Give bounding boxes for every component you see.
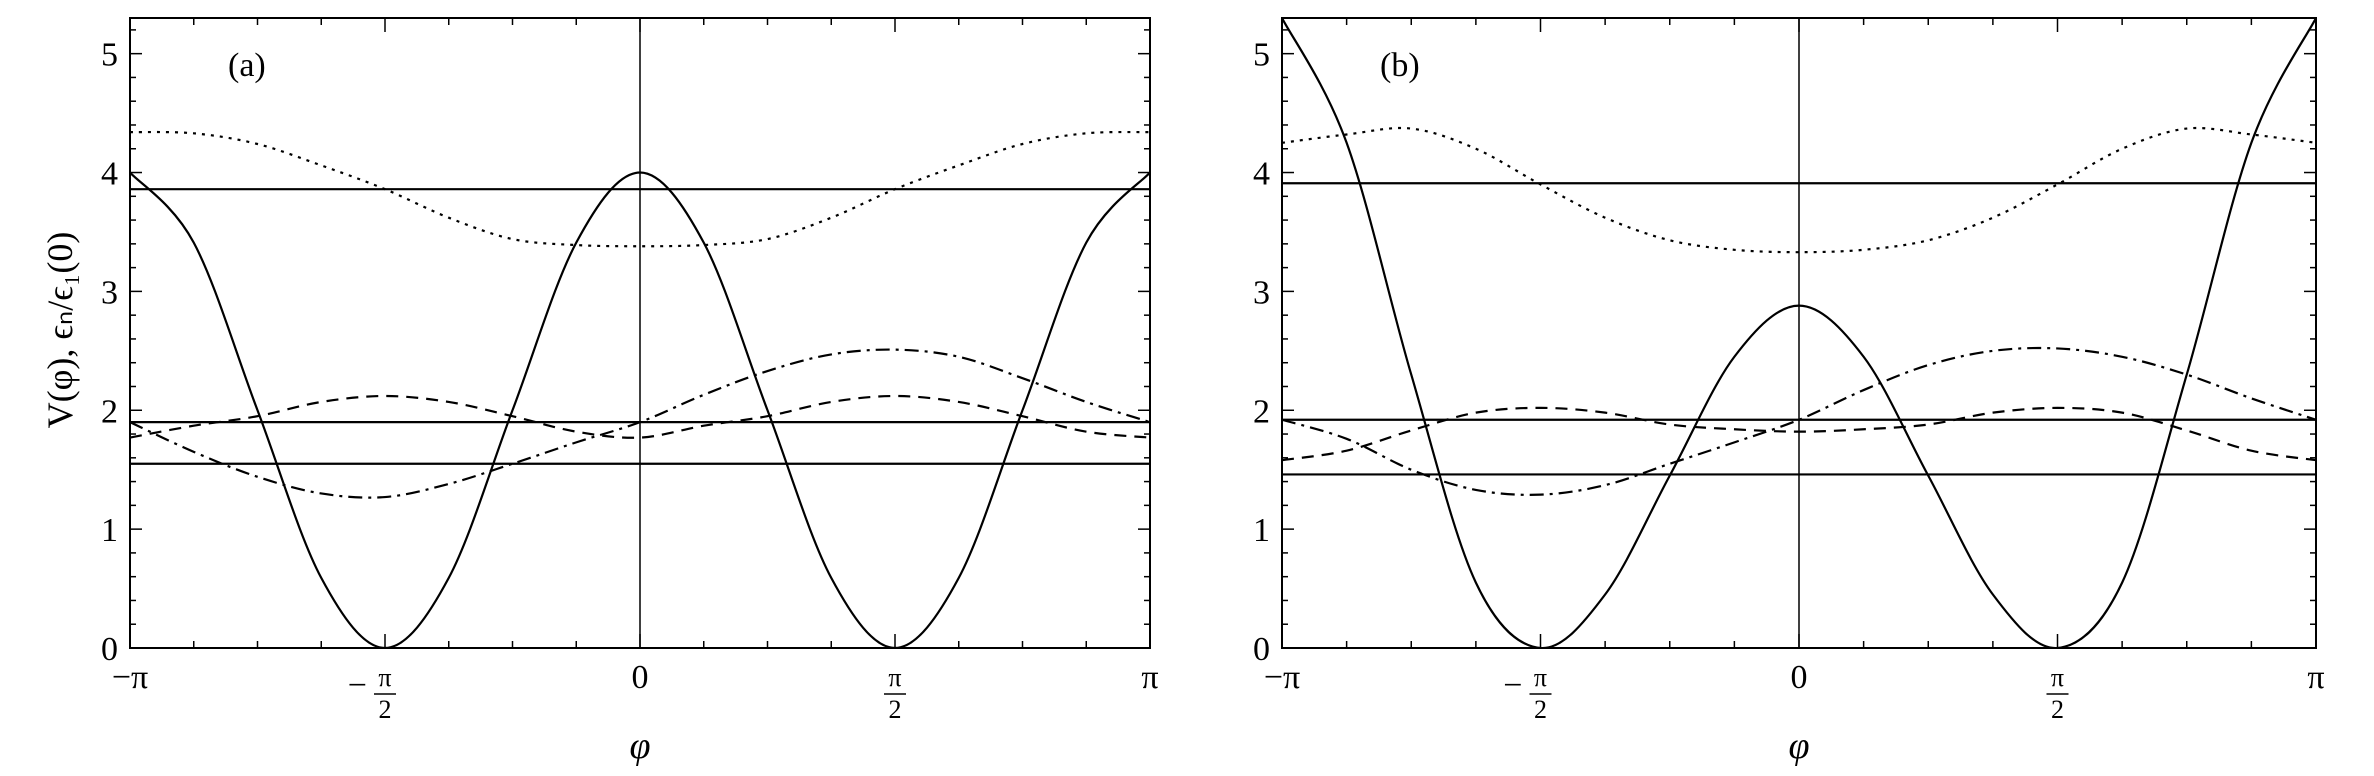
x-tick-label-sign: − [1503,667,1522,704]
series-group [1282,18,2316,648]
y-axis-label: V(φ), ϵₙ/ϵ₁(0) [40,232,80,429]
series-solid-line [1282,18,2316,648]
series-dashdot-line [130,348,1150,499]
y-tick-label: 0 [1253,631,1270,668]
x-tick-label-denominator: 2 [889,695,902,724]
y-tick-label: 3 [1253,274,1270,311]
y-tick-label: 2 [1253,393,1270,430]
x-tick-label: 0 [632,659,649,696]
series-dashed-line [130,394,1150,439]
y-tick-label: 1 [101,512,118,549]
x-tick-label: − π 2 [1503,663,1552,724]
series-dashed-line [1282,406,2316,462]
y-tick-label: 5 [1253,37,1270,74]
x-tick-label: −π [1264,659,1300,696]
series-dashdot-line [1282,346,2316,496]
series-group [130,130,1150,648]
y-tick-label: 1 [1253,512,1270,549]
x-tick-label: π [2307,659,2324,696]
y-tick-label: 5 [101,37,118,74]
panel-label: (a) [228,47,266,84]
x-tick-label-denominator: 2 [2051,695,2064,724]
x-tick-label: π2 [2046,663,2069,724]
y-tick-label: 4 [1253,156,1270,193]
x-tick-label-denominator: 2 [378,695,391,724]
x-tick-label-numerator: π [2051,663,2064,692]
x-tick-label: π [1141,659,1158,696]
x-tick-label: π2 [884,663,907,724]
x-axis-label: φ [1788,725,1809,767]
series-solid-line [130,171,1150,648]
x-tick-label: − π 2 [348,663,396,724]
panel-label: (b) [1380,47,1420,84]
x-tick-label-denominator: 2 [1534,695,1547,724]
series-dotted-line [1282,126,2316,254]
x-tick-label-sign: − [348,667,367,704]
y-tick-label: 2 [101,393,118,430]
x-tick-label-numerator: π [378,663,391,692]
x-tick-label: −π [112,659,148,696]
x-tick-label-numerator: π [888,663,901,692]
y-tick-label: 3 [101,274,118,311]
x-tick-label-numerator: π [1534,663,1547,692]
x-tick-label: 0 [1791,659,1808,696]
y-tick-label: 0 [101,631,118,668]
y-tick-label: 4 [101,156,118,193]
x-axis-label: φ [629,725,650,767]
